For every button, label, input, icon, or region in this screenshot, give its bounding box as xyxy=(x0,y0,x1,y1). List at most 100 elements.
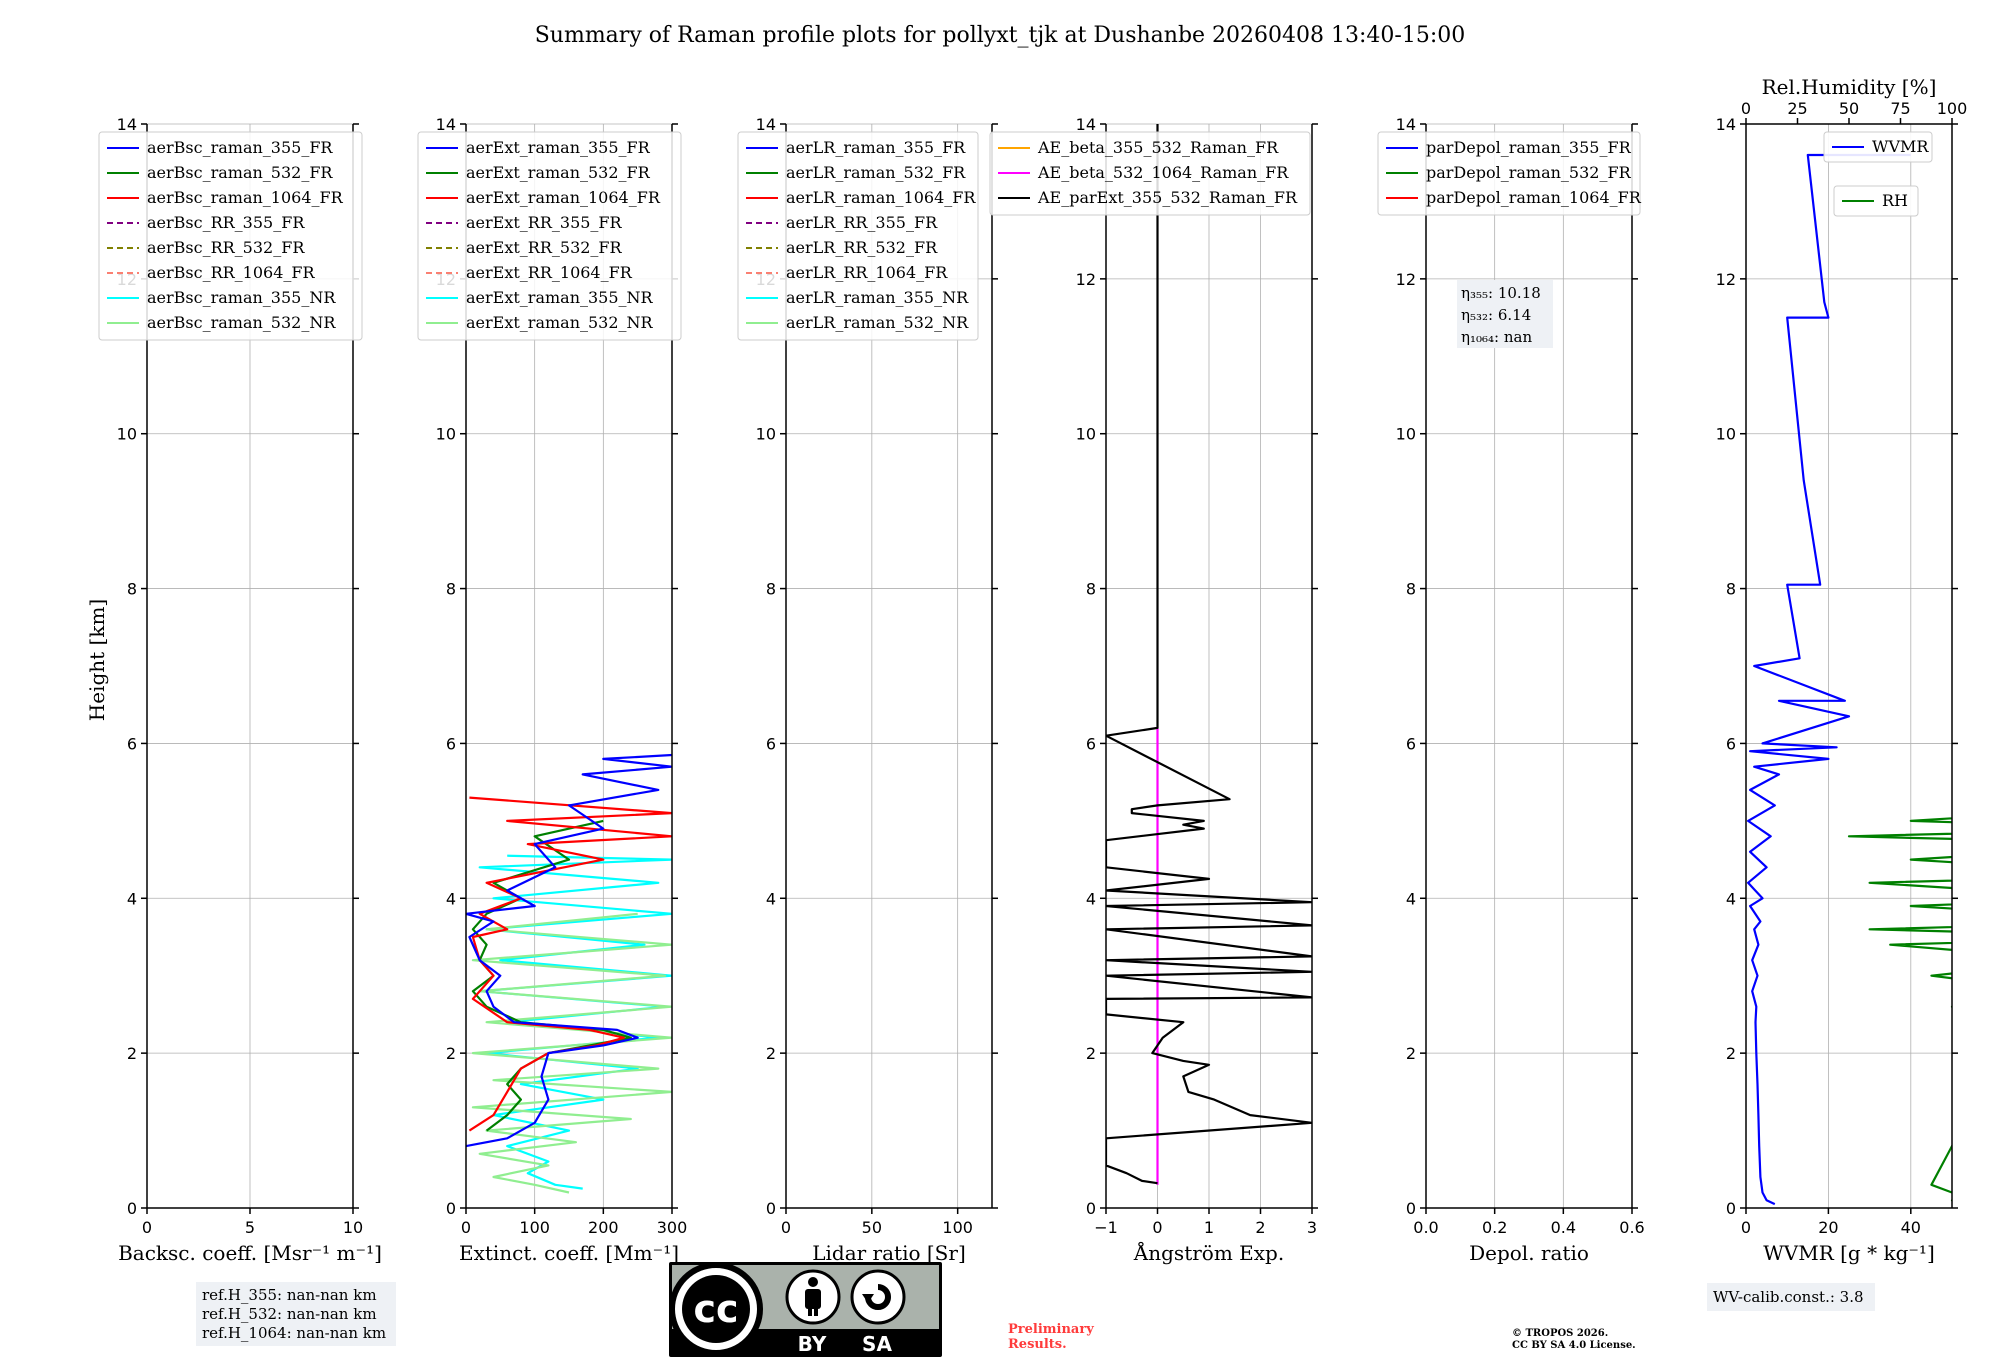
legend-entry: aerLR_RR_1064_FR xyxy=(786,263,948,282)
legend-box xyxy=(737,131,979,341)
cc-text: cc xyxy=(693,1287,738,1331)
y-tick-label: 10 xyxy=(1396,425,1416,444)
legend-entry: aerLR_raman_355_FR xyxy=(786,138,966,157)
panel-6: 0 2 4 6 8 10 12 14 0 20 40 WVMR [g * kg⁻¹] 0 25 50 75 10… xyxy=(1716,75,1968,1265)
ref-heights-box: ref.H_355: nan-nan km ref.H_532: nan-nan… xyxy=(196,1282,396,1346)
y-tick-label: 10 xyxy=(117,425,137,444)
y-tick-label: 14 xyxy=(436,115,456,134)
panel-3: 02468101214050100Lidar ratio [Sr]aerLR_r… xyxy=(737,115,998,1265)
y-tick-label: 4 xyxy=(1086,889,1096,908)
y-tick-label: 8 xyxy=(1406,580,1416,599)
legend-entry: aerBsc_RR_532_FR xyxy=(147,238,305,257)
y-tick-label: 2 xyxy=(1726,1044,1736,1063)
legend-entry: aerBsc_RR_355_FR xyxy=(147,213,305,232)
sa-icon xyxy=(850,1269,906,1325)
y-tick-label: 2 xyxy=(1406,1044,1416,1063)
panel-2: 024681012140100200300Extinct. coeff. [Mm… xyxy=(417,115,688,1265)
eta-annotation: η₅₃₂: 6.14 xyxy=(1461,306,1531,324)
series-line-aerext-raman-355-fr xyxy=(466,753,672,1148)
x-tick-label: 40 xyxy=(1901,1218,1921,1237)
y-tick-label: 4 xyxy=(1726,889,1736,908)
eta-annotation: η₁₀₆₄: nan xyxy=(1461,328,1532,346)
y-tick-label: 6 xyxy=(766,734,776,753)
x-tick-label: 20 xyxy=(1818,1218,1838,1237)
legend-entry: parDepol_raman_355_FR xyxy=(1426,138,1632,157)
legend-entry: WVMR xyxy=(1872,137,1929,156)
legend-entry: aerExt_RR_532_FR xyxy=(466,238,623,257)
legend: parDepol_raman_355_FR parDepol_raman_532_… xyxy=(1377,131,1642,216)
ref-height-532: ref.H_532: nan-nan km xyxy=(202,1305,377,1323)
ref-height-1064: ref.H_1064: nan-nan km xyxy=(202,1324,386,1342)
x-tick-label: 100 xyxy=(519,1218,550,1237)
x-tick-label: 10 xyxy=(343,1218,363,1237)
top-x-tick-label: 100 xyxy=(1937,99,1968,118)
legend: aerExt_raman_355_FR aerExt_raman_532_FRae… xyxy=(417,131,682,341)
legend-box xyxy=(1833,185,1919,217)
by-icon xyxy=(785,1269,841,1325)
legend-entry: aerBsc_raman_1064_FR xyxy=(147,188,344,207)
series-line-ae-parext-355-532-raman-fr xyxy=(1106,124,1312,1185)
preliminary-line-2: Results. xyxy=(1008,1337,1067,1352)
legend-entry: aerExt_raman_532_NR xyxy=(466,313,654,332)
preliminary-line-1: Preliminary xyxy=(1008,1322,1094,1337)
x-axis-label: WVMR [g * kg⁻¹] xyxy=(1763,1241,1935,1265)
ref-height-355: ref.H_355: nan-nan km xyxy=(202,1286,377,1304)
y-tick-label: 6 xyxy=(1086,734,1096,753)
series-line-aerext-raman-532-nr xyxy=(471,912,672,1194)
y-tick-label: 0 xyxy=(127,1199,137,1218)
sa-label: SA xyxy=(862,1332,892,1356)
legend-entry: aerExt_raman_532_FR xyxy=(466,163,651,182)
series-line-rh xyxy=(1847,817,1952,1202)
y-tick-label: 12 xyxy=(1396,270,1416,289)
legend-entry: aerLR_raman_532_NR xyxy=(786,313,969,332)
x-tick-label: 0.6 xyxy=(1619,1218,1644,1237)
legend-rh: RH xyxy=(1833,185,1919,217)
legend-box xyxy=(1823,131,1933,163)
y-tick-label: 10 xyxy=(1076,425,1096,444)
top-x-tick-label: 50 xyxy=(1839,99,1859,118)
eta-annotation-box: η₃₅₅: 10.18 η₅₃₂: 6.14 η₁₀₆₄: nan xyxy=(1457,280,1553,348)
series-group xyxy=(1746,153,1952,1206)
cc-license-badge: cc BY SA xyxy=(669,1262,942,1357)
legend-entry: RH xyxy=(1882,191,1908,210)
x-tick-label: 0 xyxy=(1152,1218,1162,1237)
legend-box xyxy=(1377,131,1641,216)
legend-entry: aerBsc_raman_355_FR xyxy=(147,138,333,157)
legend-entry: aerLR_raman_532_FR xyxy=(786,163,966,182)
legend-entry: AE_beta_355_532_Raman_FR xyxy=(1037,138,1279,157)
panel-5: 0 2 4 6 8 10 12 14 0.0 0.2 0.4 0.6 Depol. ratio parDe… xyxy=(1377,115,1645,1265)
y-tick-label: 10 xyxy=(436,425,456,444)
y-tick-label: 6 xyxy=(1406,734,1416,753)
legend-box xyxy=(417,131,682,341)
x-axis-label: Lidar ratio [Sr] xyxy=(812,1241,966,1265)
legend-entry: aerExt_RR_355_FR xyxy=(466,213,623,232)
annotation-bg xyxy=(1457,280,1553,348)
top-x-axis-label: Rel.Humidity [%] xyxy=(1762,75,1937,99)
x-tick-label: −1 xyxy=(1094,1218,1118,1237)
y-tick-label: 4 xyxy=(446,889,456,908)
y-axis-label: Height [km] xyxy=(85,599,109,721)
wv-calib-box: WV-calib.const.: 3.8 xyxy=(1707,1283,1875,1311)
x-tick-label: 0 xyxy=(1741,1218,1751,1237)
x-tick-label: 3 xyxy=(1307,1218,1317,1237)
y-tick-label: 6 xyxy=(127,734,137,753)
legend-entry: aerBsc_raman_355_NR xyxy=(147,288,336,307)
series-line-wvmr xyxy=(1746,153,1911,1206)
x-tick-label: 0.2 xyxy=(1482,1218,1507,1237)
series-group xyxy=(1106,124,1312,1185)
y-tick-label: 2 xyxy=(127,1044,137,1063)
x-tick-label: 300 xyxy=(657,1218,688,1237)
legend-box xyxy=(98,131,363,341)
legend-wvmr: WVMR xyxy=(1823,131,1933,163)
legend: aerLR_raman_355_FR aerLR_raman_532_FR aerL… xyxy=(737,131,979,341)
y-tick-label: 10 xyxy=(756,425,776,444)
x-tick-label: 0.0 xyxy=(1413,1218,1438,1237)
eta-annotation: η₃₅₅: 10.18 xyxy=(1461,284,1541,302)
y-tick-label: 0 xyxy=(446,1199,456,1218)
y-tick-label: 6 xyxy=(1726,734,1736,753)
legend-entry: parDepol_raman_532_FR xyxy=(1426,163,1632,182)
copyright-line-2: CC BY SA 4.0 License. xyxy=(1512,1340,1636,1351)
legend-entry: aerBsc_raman_532_NR xyxy=(147,313,336,332)
x-axis-label: Depol. ratio xyxy=(1469,1241,1589,1265)
wv-calib-text: WV-calib.const.: 3.8 xyxy=(1713,1288,1864,1306)
